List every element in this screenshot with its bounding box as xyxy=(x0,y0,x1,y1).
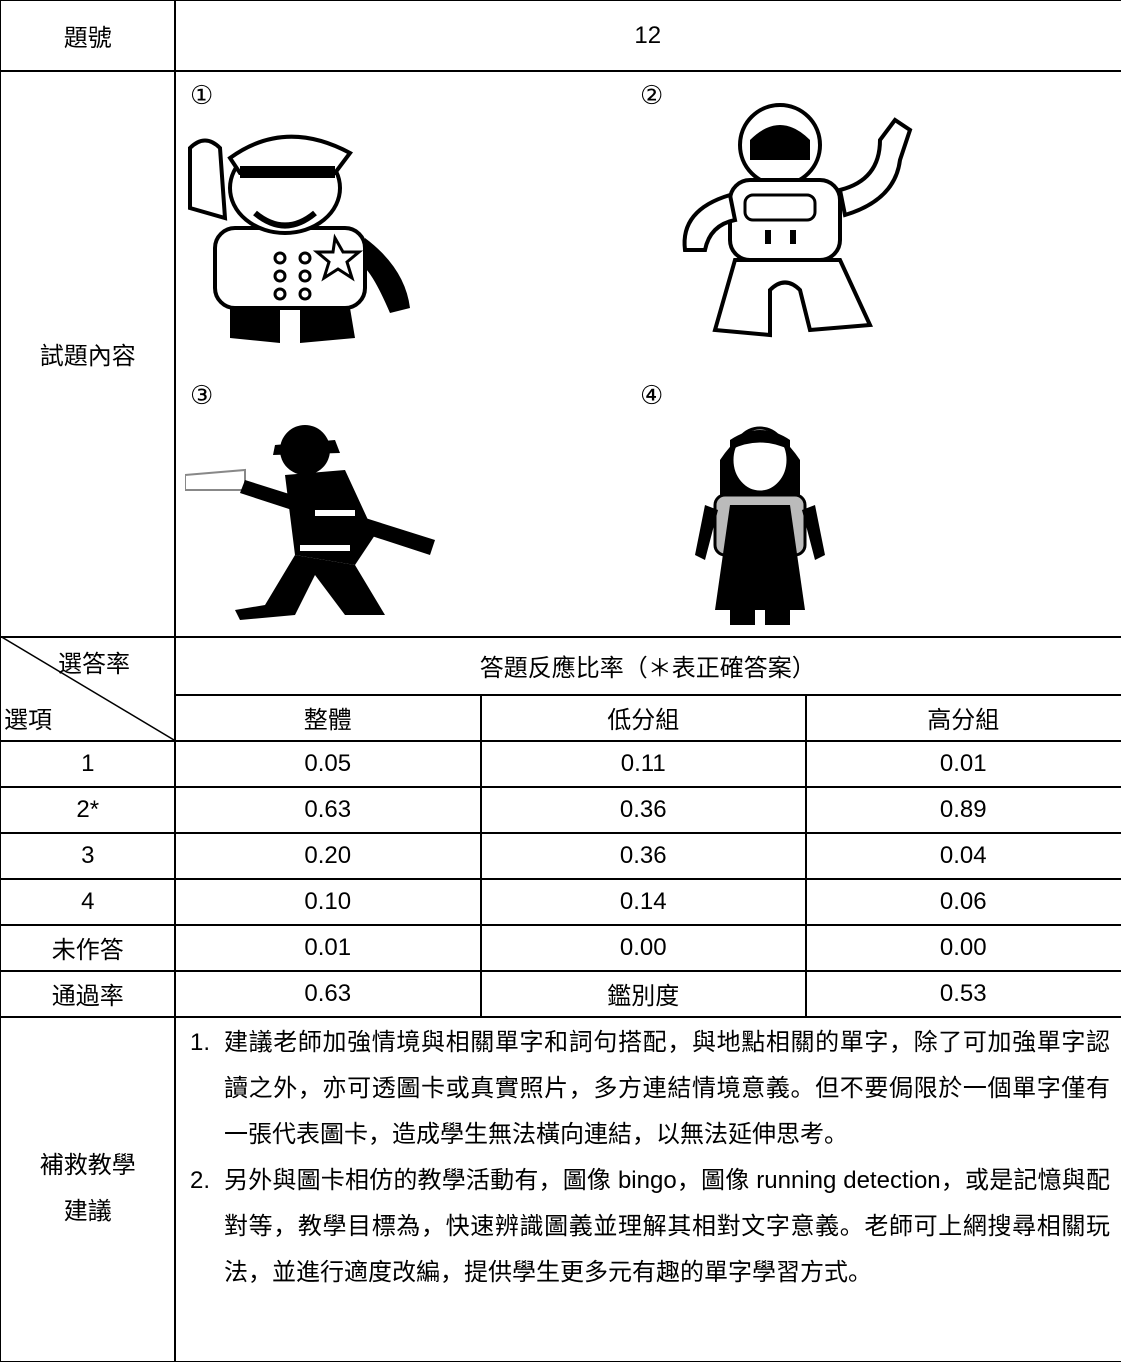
row-label: 4 xyxy=(0,878,176,926)
astronaut-illustration xyxy=(682,103,913,338)
value-cell: 0.06 xyxy=(805,878,1121,926)
value-cell: 0.11 xyxy=(480,740,807,788)
value-cell: 0.04 xyxy=(805,832,1121,880)
value-cell: 0.20 xyxy=(174,832,482,880)
option-marker: ④ xyxy=(640,380,664,410)
row-label: 1 xyxy=(0,740,176,788)
content-area xyxy=(174,70,1121,638)
value-cell: 0.00 xyxy=(480,924,807,972)
value-cell: 0.53 xyxy=(805,970,1121,1018)
value-cell: 鑑別度 xyxy=(480,970,807,1018)
list-number: 1. xyxy=(190,1029,211,1056)
list-text: 建議老師加強情境與相關單字和詞句搭配，與地點相關的單字，除了可加強單字認讀之外，… xyxy=(224,1029,1110,1148)
woman-illustration xyxy=(695,426,825,625)
column-header: 高分組 xyxy=(805,694,1121,742)
value-cell: 0.36 xyxy=(480,786,807,834)
option-marker: ① xyxy=(190,80,214,110)
list-item: 1. 建議老師加強情境與相關單字和詞句搭配，與地點相關的單字，除了可加強單字認讀之… xyxy=(190,1020,1110,1158)
list-item: 2. 另外與圖卡相仿的教學活動有，圖像 bingo，圖像 running dete… xyxy=(190,1158,1110,1296)
value-cell: 0.05 xyxy=(174,740,482,788)
value-cell: 0.10 xyxy=(174,878,482,926)
list-text: 另外與圖卡相仿的教學活動有，圖像 bingo，圖像 running detect… xyxy=(224,1167,1110,1286)
option-marker: ② xyxy=(640,80,664,110)
corner-bottom: 選項 xyxy=(4,707,52,734)
row-label: 通過率 xyxy=(0,970,176,1018)
remedial-label: 補救教學 建議 xyxy=(0,1016,176,1362)
value-cell: 0.14 xyxy=(480,878,807,926)
list-number: 2. xyxy=(190,1167,211,1194)
value-cell: 0.63 xyxy=(174,970,482,1018)
row-label: 3 xyxy=(0,832,176,880)
column-header: 低分組 xyxy=(480,694,807,742)
firefighter-illustration xyxy=(185,425,435,620)
remedial-label-line: 補救教學 xyxy=(39,1152,136,1179)
corner-top: 選答率 xyxy=(58,651,130,678)
row-label: 未作答 xyxy=(0,924,176,972)
question-number: 12 xyxy=(174,0,1121,72)
column-header: 整體 xyxy=(174,694,482,742)
corner-cell xyxy=(0,636,176,742)
remedial-label-line: 建議 xyxy=(63,1198,112,1225)
value-cell: 0.36 xyxy=(480,832,807,880)
police-illustration xyxy=(188,134,410,343)
value-cell: 0.89 xyxy=(805,786,1121,834)
content-label: 試題內容 xyxy=(0,70,176,638)
value-cell: 0.01 xyxy=(805,740,1121,788)
value-cell: 0.01 xyxy=(174,924,482,972)
row-label: 2* xyxy=(0,786,176,834)
value-cell: 0.00 xyxy=(805,924,1121,972)
header-label: 題號 xyxy=(0,0,176,72)
group-header: 答題反應比率（＊表正確答案） xyxy=(174,636,1121,696)
option-marker: ③ xyxy=(190,380,214,410)
value-cell: 0.63 xyxy=(174,786,482,834)
diagonal-line xyxy=(0,636,174,740)
